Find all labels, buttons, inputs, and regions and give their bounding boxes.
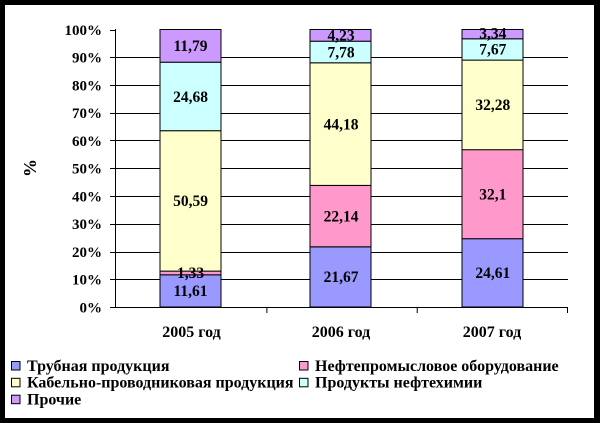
svg-text:32,1: 32,1 bbox=[479, 187, 506, 204]
svg-text:2005 год: 2005 год bbox=[162, 324, 221, 341]
svg-text:32,28: 32,28 bbox=[475, 97, 510, 114]
svg-text:7,78: 7,78 bbox=[327, 44, 354, 61]
svg-text:70%: 70% bbox=[72, 106, 102, 122]
svg-text:80%: 80% bbox=[72, 78, 102, 94]
svg-text:100%: 100% bbox=[65, 23, 103, 39]
svg-text:50%: 50% bbox=[72, 162, 102, 178]
svg-text:40%: 40% bbox=[72, 189, 102, 205]
svg-text:Трубная продукция: Трубная продукция bbox=[27, 358, 170, 375]
svg-text:2007 год: 2007 год bbox=[463, 324, 522, 341]
svg-text:Продукты нефтехимии: Продукты нефтехимии bbox=[315, 375, 482, 392]
svg-text:24,61: 24,61 bbox=[475, 265, 510, 282]
svg-text:50,59: 50,59 bbox=[173, 193, 208, 210]
svg-text:10%: 10% bbox=[72, 273, 102, 289]
svg-text:60%: 60% bbox=[72, 134, 102, 150]
svg-text:Кабельно-проводниковая продукц: Кабельно-проводниковая продукция bbox=[27, 375, 294, 392]
svg-text:Прочие: Прочие bbox=[27, 392, 81, 409]
svg-text:1,33: 1,33 bbox=[177, 265, 204, 282]
svg-text:7,67: 7,67 bbox=[479, 42, 506, 59]
svg-text:2006 год: 2006 год bbox=[312, 324, 371, 341]
svg-text:90%: 90% bbox=[72, 51, 102, 67]
svg-text:24,68: 24,68 bbox=[173, 89, 208, 106]
svg-text:3,34: 3,34 bbox=[479, 26, 506, 43]
svg-text:11,61: 11,61 bbox=[173, 283, 207, 300]
svg-text:%: % bbox=[20, 159, 40, 177]
svg-text:0%: 0% bbox=[80, 300, 103, 316]
svg-text:4,23: 4,23 bbox=[327, 28, 354, 45]
svg-text:21,67: 21,67 bbox=[324, 269, 359, 286]
svg-text:11,79: 11,79 bbox=[173, 38, 207, 55]
svg-text:22,14: 22,14 bbox=[324, 208, 359, 225]
svg-text:Нефтепромысловое оборудование: Нефтепромысловое оборудование bbox=[315, 358, 559, 375]
svg-text:20%: 20% bbox=[72, 245, 102, 261]
svg-text:44,18: 44,18 bbox=[324, 116, 359, 133]
svg-text:30%: 30% bbox=[72, 217, 102, 233]
